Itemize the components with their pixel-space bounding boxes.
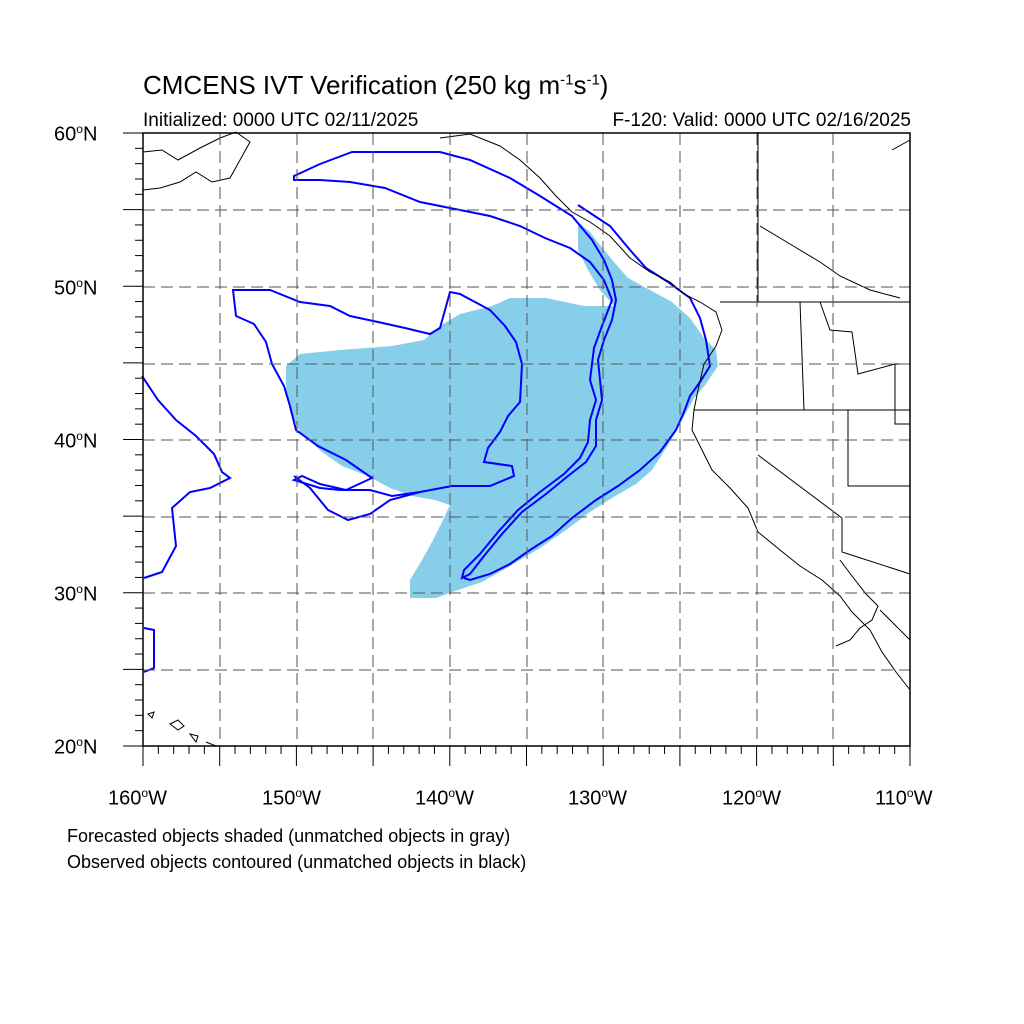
degree-sign: o — [76, 429, 83, 443]
mexico-mainland-coast — [880, 610, 910, 640]
lat-label-40-hemi: N — [83, 431, 97, 453]
lon-label-140: 140oW — [415, 786, 474, 811]
lat-label-20-num: 20 — [54, 737, 76, 759]
lon-label-110-hemi: W — [914, 788, 933, 810]
lon-label-130-hemi: W — [608, 788, 627, 810]
lat-label-60: 60oN — [54, 122, 97, 147]
degree-sign: o — [907, 786, 914, 800]
lat-label-60-num: 60 — [54, 124, 76, 146]
lat-label-30-hemi: N — [83, 584, 97, 606]
alaska-coast — [143, 132, 250, 190]
lat-label-60-hemi: N — [83, 124, 97, 146]
lat-label-50-hemi: N — [83, 278, 97, 300]
lat-label-50-num: 50 — [54, 278, 76, 300]
lat-label-40-num: 40 — [54, 431, 76, 453]
forecast-object — [286, 222, 718, 598]
observed-object-6 — [144, 628, 154, 672]
lon-label-160-hemi: W — [148, 788, 167, 810]
observed-object-4 — [142, 376, 230, 578]
lon-label-130: 130oW — [568, 786, 627, 811]
lon-label-150: 150oW — [262, 786, 321, 811]
us-west-coast — [692, 330, 910, 690]
lon-label-110-num: 110 — [875, 788, 907, 810]
lat-label-20-hemi: N — [83, 737, 97, 759]
lat-label-20: 20oN — [54, 735, 97, 760]
lon-label-130-num: 130 — [568, 788, 601, 810]
degree-sign: o — [76, 122, 83, 136]
legend-note-forecast: Forecasted objects shaded (unmatched obj… — [67, 826, 510, 847]
lat-label-40: 40oN — [54, 429, 97, 454]
lon-label-160-num: 160 — [108, 788, 141, 810]
lat-label-30: 30oN — [54, 582, 97, 607]
northeast-coast — [892, 140, 910, 150]
hawaii-islands — [148, 712, 216, 746]
lon-label-120-hemi: W — [762, 788, 781, 810]
degree-sign: o — [76, 276, 83, 290]
lon-label-160: 160oW — [108, 786, 167, 811]
lon-label-110: 110oW — [875, 786, 932, 811]
lon-label-150-hemi: W — [302, 788, 321, 810]
lon-label-120-num: 120 — [722, 788, 755, 810]
grid-lines — [143, 133, 910, 746]
degree-sign: o — [76, 582, 83, 596]
lat-label-50: 50oN — [54, 276, 97, 301]
legend-note-observed: Observed objects contoured (unmatched ob… — [67, 852, 526, 873]
lat-label-30-num: 30 — [54, 584, 76, 606]
degree-sign: o — [76, 735, 83, 749]
state-borders — [694, 132, 910, 574]
lon-label-140-num: 140 — [415, 788, 448, 810]
lon-label-120: 120oW — [722, 786, 781, 811]
lon-label-140-hemi: W — [455, 788, 474, 810]
lon-label-150-num: 150 — [262, 788, 295, 810]
